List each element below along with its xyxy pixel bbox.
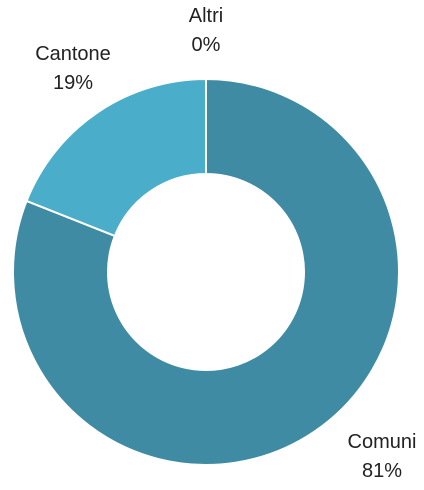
slice-label-altri: Altri 0%: [189, 5, 223, 56]
slice-value-cantone: 19%: [53, 72, 93, 94]
slice-label-cantone: Cantone 19%: [35, 43, 111, 94]
slice-cantone: [25, 77, 207, 238]
slice-value-comuni: 81%: [362, 460, 402, 482]
slice-comuni: [12, 77, 400, 466]
slices-layer: [12, 77, 400, 466]
slice-name-comuni: Comuni: [348, 431, 417, 453]
slice-label-comuni: Comuni 81%: [348, 431, 417, 482]
labels-layer: Comuni 81% Cantone 19% Altri 0%: [35, 5, 416, 482]
slice-value-altri: 0%: [192, 34, 221, 56]
slice-name-altri: Altri: [189, 5, 223, 27]
slice-name-cantone: Cantone: [35, 43, 111, 65]
